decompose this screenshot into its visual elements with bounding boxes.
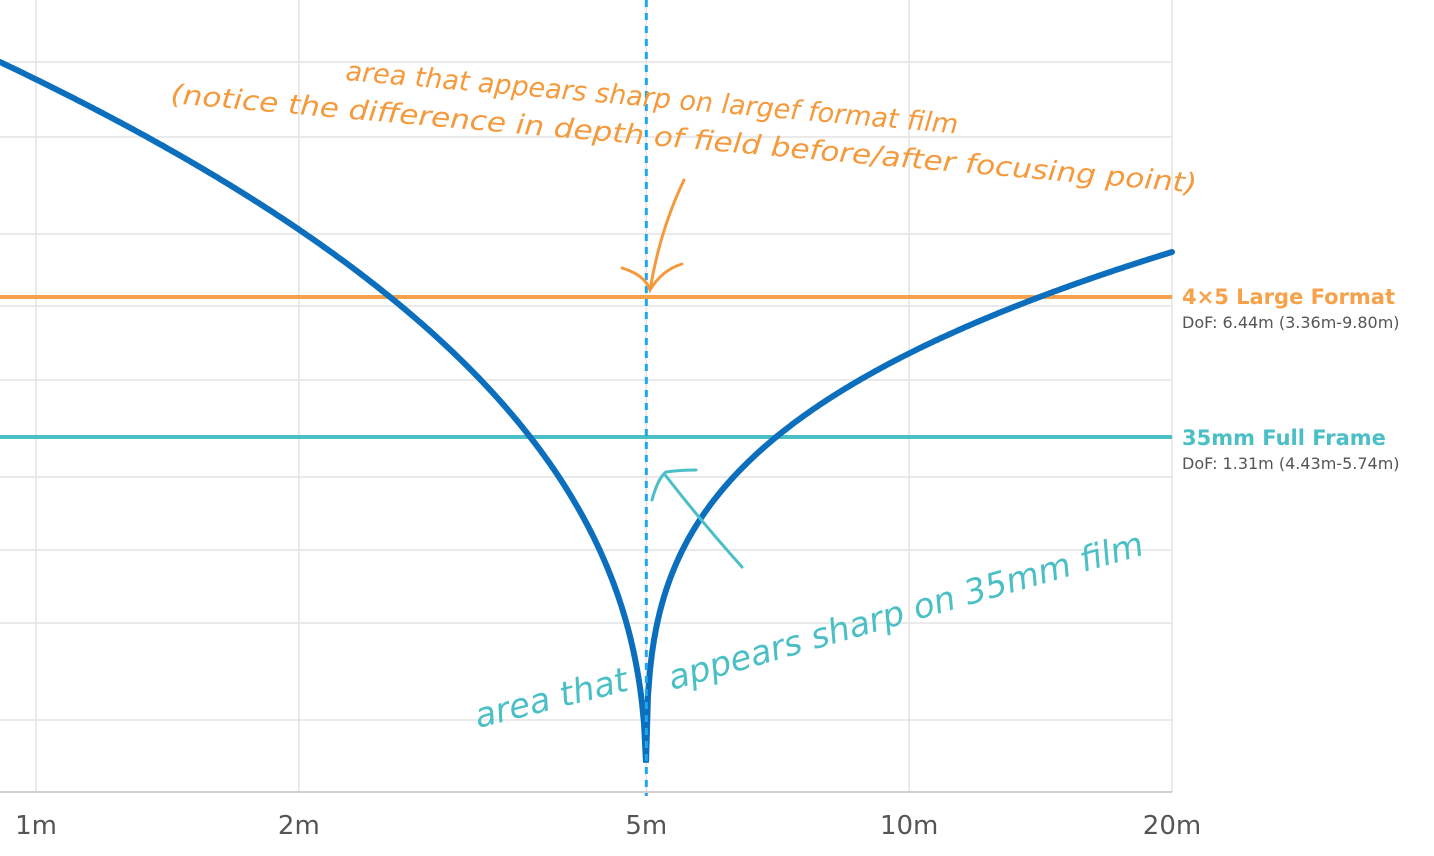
annotation-full-frame-part1: area that — [471, 660, 634, 737]
series-dof-large-format: DoF: 6.44m (3.36m-9.80m) — [1182, 313, 1400, 332]
x-tick-label: 20m — [1143, 811, 1201, 841]
series-label-full-frame: 35mm Full Frame — [1182, 426, 1386, 450]
x-tick-label: 1m — [15, 811, 57, 841]
annotation-arrow-full-frame — [650, 468, 744, 569]
x-tick-label: 10m — [880, 811, 938, 841]
x-axis-ticks: 1m 2m 5m 10m 20m — [15, 811, 1201, 841]
x-tick-label: 5m — [625, 811, 667, 841]
series-dof-full-frame: DoF: 1.31m (4.43m-5.74m) — [1182, 454, 1400, 473]
series-label-large-format: 4×5 Large Format — [1182, 285, 1395, 309]
annotation-arrow-large-format — [620, 178, 686, 294]
x-tick-label: 2m — [278, 811, 320, 841]
reference-lines — [0, 295, 1172, 439]
blur-curve — [0, 59, 1175, 763]
